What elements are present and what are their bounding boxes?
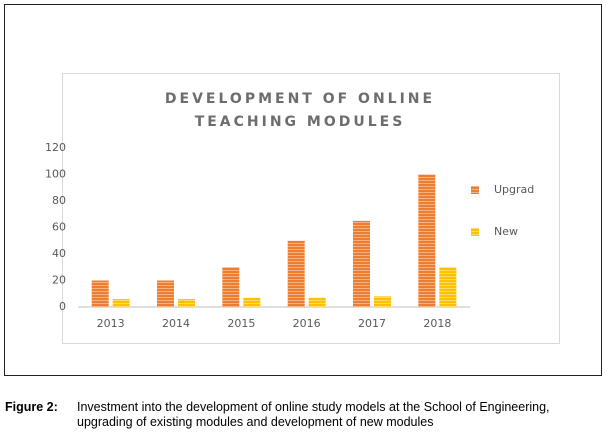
bar: [308, 297, 326, 307]
bar: [243, 297, 261, 307]
x-tick-label: 2016: [293, 317, 321, 330]
x-tick-label: 2018: [423, 317, 451, 330]
y-tick-label: 20: [52, 274, 66, 287]
bar: [287, 240, 305, 307]
caption-text: Investment into the development of onlin…: [77, 400, 550, 429]
bar: [439, 267, 457, 307]
caption: Figure 2: Investment into the developmen…: [5, 400, 605, 430]
caption-label: Figure 2:: [5, 400, 58, 414]
bar: [374, 296, 391, 307]
x-tick-label: 2015: [227, 317, 255, 330]
y-tick-label: 0: [59, 300, 66, 313]
legend-label: Upgrad: [494, 183, 534, 196]
bar: [353, 220, 370, 307]
x-tick-label: 2017: [358, 317, 386, 330]
chart-title: DEVELOPMENT OF ONLINE TEACHING MODULES: [164, 91, 436, 130]
legend-swatch: [471, 186, 479, 194]
legend-swatch: [471, 228, 479, 236]
figure-frame: [4, 4, 602, 376]
y-tick-label: 120: [45, 141, 66, 154]
y-tick-label: 60: [52, 221, 66, 234]
bar: [418, 174, 436, 307]
y-tick-label: 40: [52, 247, 66, 260]
bar: [112, 299, 130, 307]
x-tick-label: 2014: [162, 317, 190, 330]
bar: [178, 299, 195, 307]
legend-label: New: [494, 225, 518, 238]
bar: [157, 280, 174, 307]
y-tick-label: 100: [45, 168, 66, 181]
chart-area: [62, 73, 560, 344]
x-tick-label: 2013: [97, 317, 125, 330]
y-tick-label: 80: [52, 194, 66, 207]
bar: [222, 267, 240, 307]
bar: [91, 280, 109, 307]
